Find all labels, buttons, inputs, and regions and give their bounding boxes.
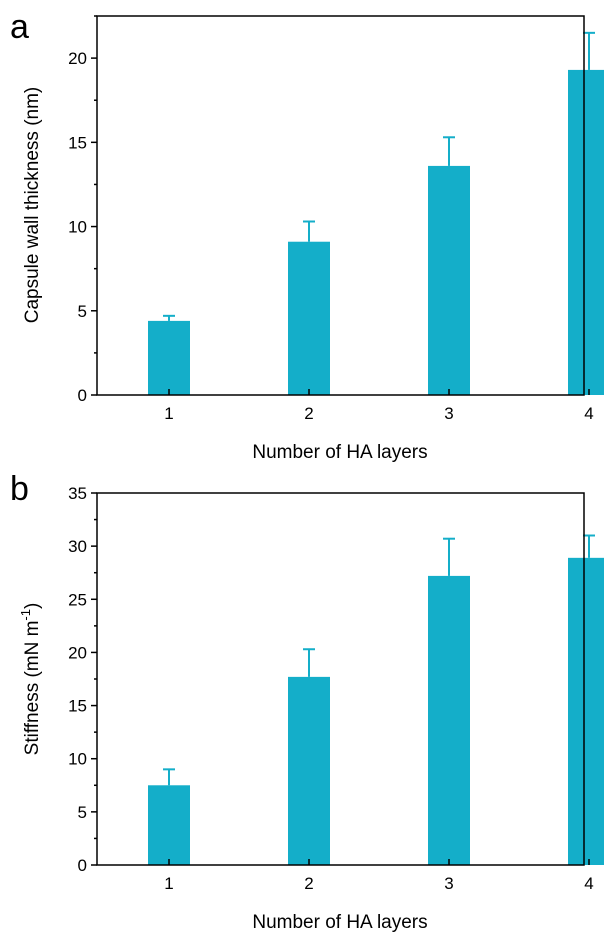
y-tick-label: 35 [68,484,87,503]
chart-b: b 0 5 10 15 20 25 30 35 1 2 3 4 Number of HA layer… [10,470,604,933]
x-ticks-b: 1 2 3 4 [164,859,594,893]
bar [568,557,604,865]
y-tick-label: 15 [68,133,87,152]
y-tick-label: 15 [68,697,87,716]
x-tick-label: 3 [444,874,453,893]
x-tick-label: 3 [444,404,453,423]
x-axis-label-b: Number of HA layers [252,912,427,933]
y-tick-label: 25 [68,590,87,609]
plot-frame-a [96,15,585,396]
bar [428,165,470,395]
y-axis-label-b-close: ) [22,603,43,609]
bars-a [148,69,604,395]
chart-a: a 0 5 10 15 20 1 2 3 4 Number of HA layers Caps… [10,8,604,463]
x-tick-label: 1 [164,874,173,893]
x-tick-label: 4 [584,874,593,893]
x-tick-label: 2 [304,874,313,893]
bar [428,575,470,865]
y-tick-label: 10 [68,750,87,769]
x-tick-label: 4 [584,404,593,423]
y-tick-label: 5 [78,302,87,321]
y-tick-label: 10 [68,218,87,237]
y-tick-label: 20 [68,643,87,662]
y-axis-label-a: Capsule wall thickness (nm) [22,87,43,324]
x-tick-label: 1 [164,404,173,423]
y-axis-label-b-main: Stiffness (mN m [22,621,43,756]
x-ticks-a: 1 2 3 4 [164,389,594,423]
bars-b [148,557,604,865]
errorbars-a [163,31,595,321]
bar [288,241,330,395]
y-tick-label: 0 [78,856,87,875]
x-axis-label-a: Number of HA layers [252,442,427,463]
y-tick-label: 0 [78,386,87,405]
bar [148,785,190,865]
x-tick-label: 2 [304,404,313,423]
y-ticks-b: 0 5 10 15 20 25 30 35 [68,484,97,875]
y-axis-label-b: Stiffness (mN m-1) [18,603,43,756]
y-axis-label-b-superscript: -1 [18,609,33,621]
panel-label-a: a [10,8,29,46]
y-tick-label: 20 [68,49,87,68]
bar [568,69,604,395]
y-ticks-a: 0 5 10 15 20 [68,15,97,405]
y-tick-label: 5 [78,803,87,822]
panel-label-b: b [10,470,29,508]
errorbars-b [163,534,595,786]
bar [288,676,330,865]
bar [148,320,190,395]
y-tick-label: 30 [68,537,87,556]
